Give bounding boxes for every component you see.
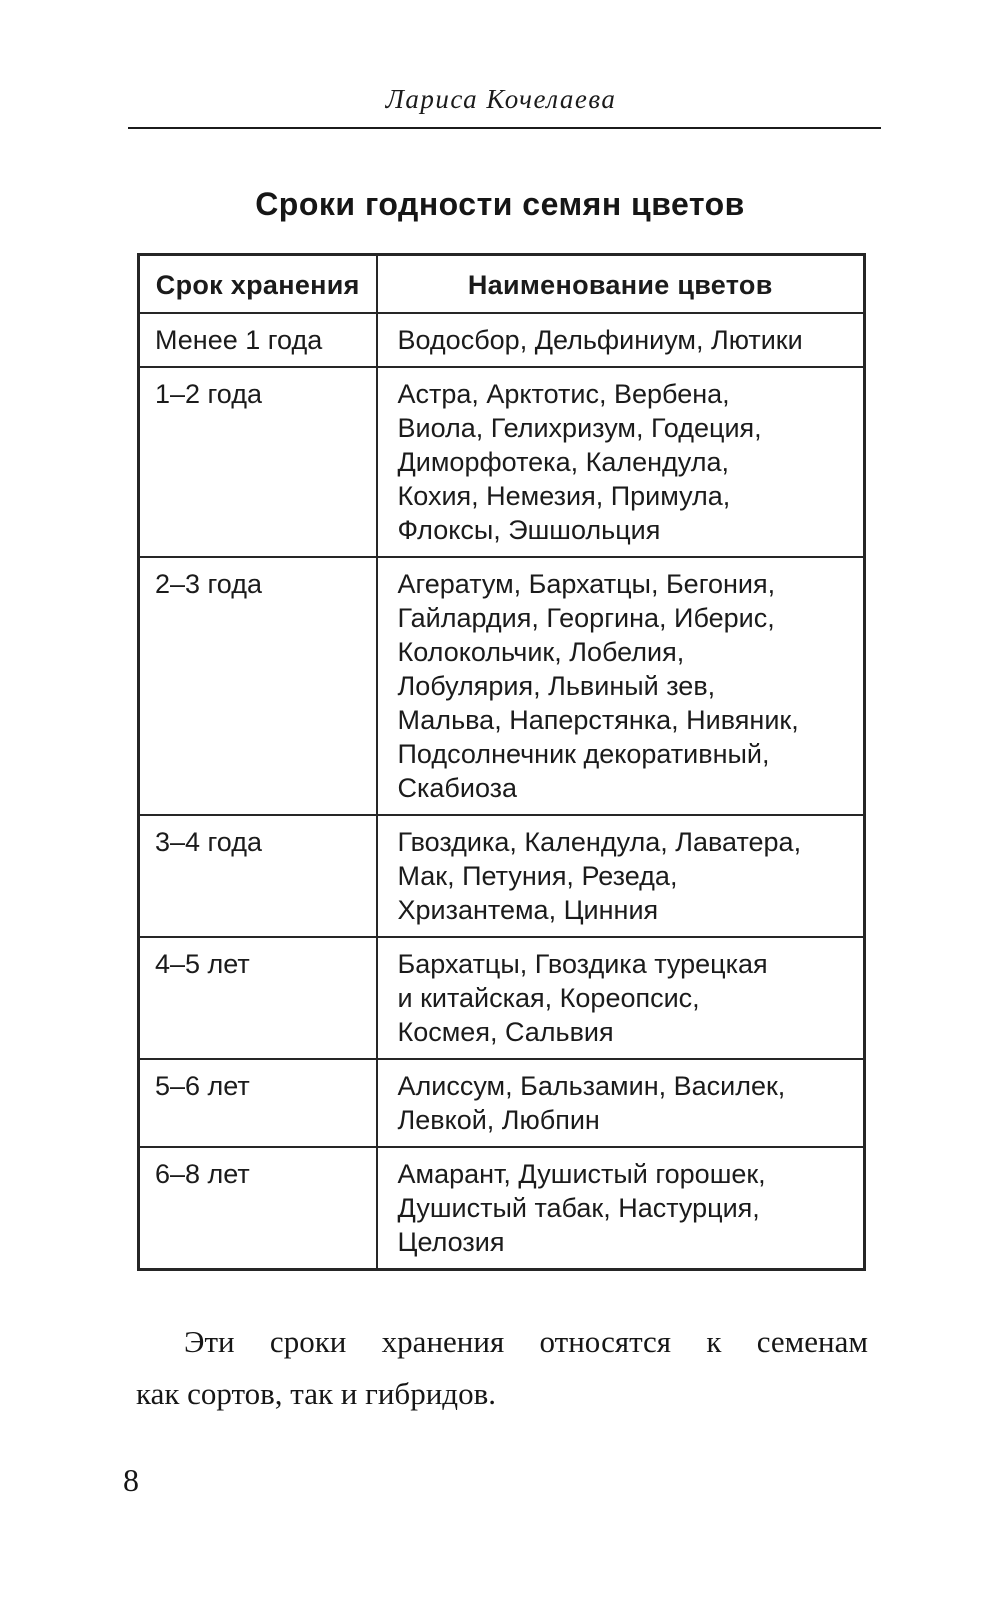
page-title: Сроки годности семян цветов	[255, 186, 745, 222]
flowers-cell: Агератум, Бархатцы, Бегония, Гайлардия, …	[375, 556, 866, 816]
closing-paragraph: Эти сроки хранения относятся к семенам к…	[136, 1316, 868, 1420]
flowers-cell: Амарант, Душистый горошек, Душистый таба…	[375, 1146, 866, 1271]
flowers-cell: Бархатцы, Гвоздика турецкая и китайская,…	[375, 936, 866, 1060]
period-cell: Менее 1 года	[137, 312, 378, 368]
column-header-flower-names: Наименование цветов	[375, 253, 866, 314]
flowers-cell: Алиссум, Бальзамин, Василек, Левкой, Люб…	[375, 1058, 866, 1148]
table-row: 4–5 лет Бархатцы, Гвоздика турецкая и ки…	[137, 936, 866, 1060]
period-cell: 5–6 лет	[137, 1058, 378, 1148]
period-cell: 3–4 года	[137, 814, 378, 938]
column-header-storage-period: Срок хранения	[137, 253, 378, 314]
table-row: 1–2 года Астра, Арктотис, Вербена, Виола…	[137, 366, 866, 558]
flowers-cell: Водосбор, Дельфиниум, Лютики	[375, 312, 866, 368]
flowers-cell: Астра, Арктотис, Вербена, Виола, Гелихри…	[375, 366, 866, 558]
seed-shelf-life-table: Срок хранения Наименование цветов Менее …	[137, 253, 866, 1271]
closing-paragraph-line-2: как сортов, так и гибридов.	[136, 1376, 496, 1411]
period-cell: 4–5 лет	[137, 936, 378, 1060]
running-header-author: Лариса Кочелаева	[385, 84, 617, 114]
table-row: 2–3 года Агератум, Бархатцы, Бегония, Га…	[137, 556, 866, 816]
table-row: 3–4 года Гвоздика, Календула, Лаватера, …	[137, 814, 866, 938]
table-row: 5–6 лет Алиссум, Бальзамин, Василек, Лев…	[137, 1058, 866, 1148]
table-header-row: Срок хранения Наименование цветов	[137, 253, 866, 314]
table-row: 6–8 лет Амарант, Душистый горошек, Душис…	[137, 1146, 866, 1271]
table-row: Менее 1 года Водосбор, Дельфиниум, Лютик…	[137, 312, 866, 368]
period-cell: 6–8 лет	[137, 1146, 378, 1271]
header-rule-divider	[128, 127, 881, 129]
closing-paragraph-line-1: Эти сроки хранения относятся к семенам	[184, 1324, 868, 1359]
flowers-cell: Гвоздика, Календула, Лаватера, Мак, Пету…	[375, 814, 866, 938]
page-number: 8	[123, 1462, 139, 1498]
period-cell: 2–3 года	[137, 556, 378, 816]
period-cell: 1–2 года	[137, 366, 378, 558]
